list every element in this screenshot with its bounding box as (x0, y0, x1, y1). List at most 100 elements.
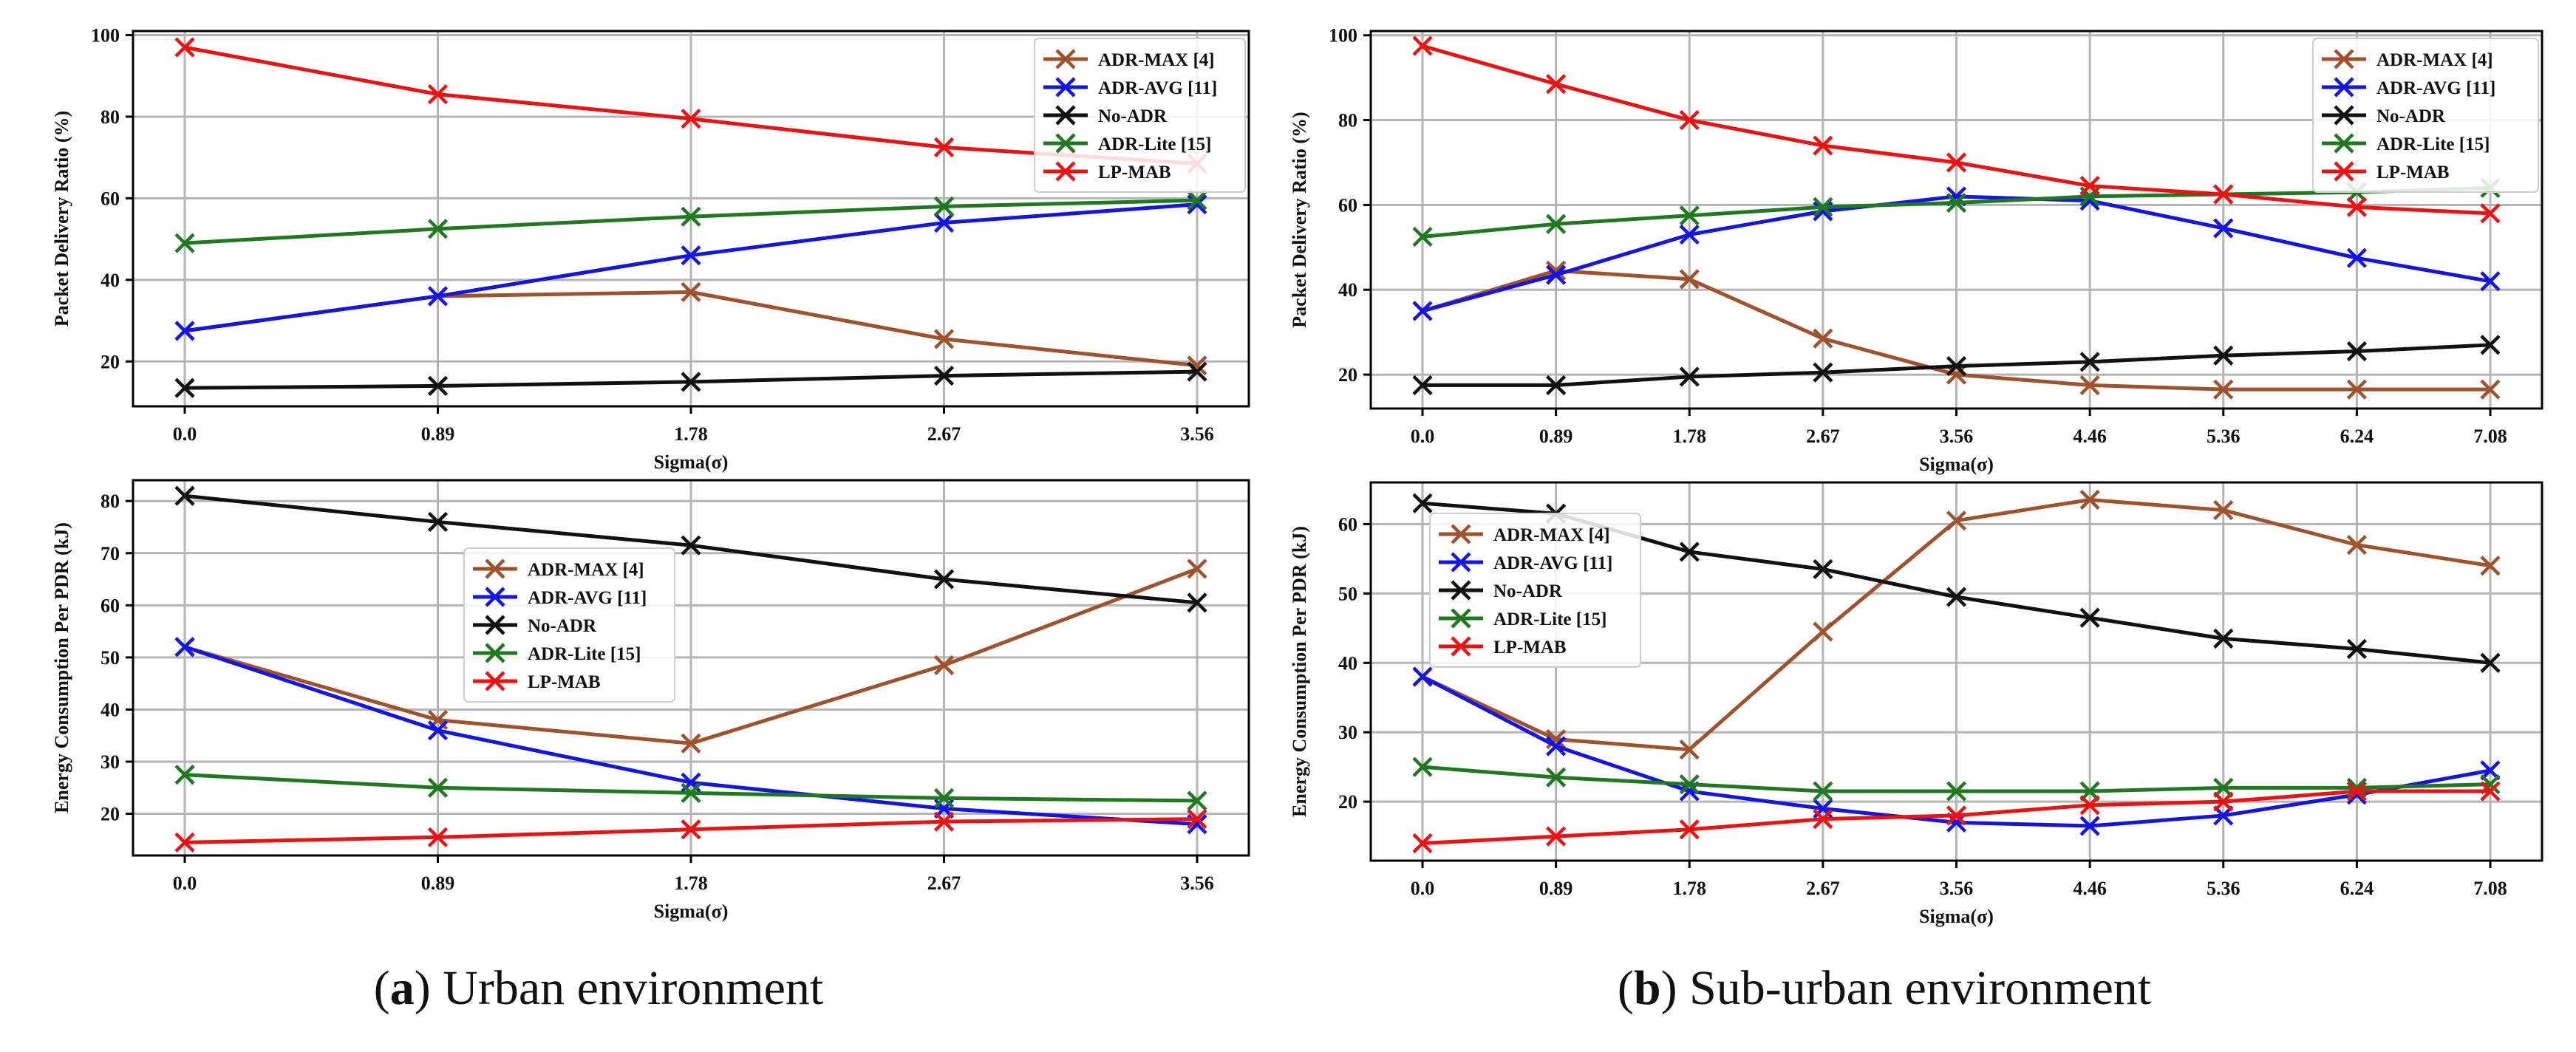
data-point-adr-lite (1546, 767, 1567, 788)
data-point-no-adr (933, 569, 955, 590)
data-point-adr-avg (1546, 264, 1567, 285)
legend-item-adr-lite: ADR-Lite [15] (1439, 608, 1606, 629)
data-point-adr-max (2480, 556, 2501, 576)
legend: ADR-MAX [4] ADR-AVG [11] No-ADR ADR-Lite [1… (2312, 38, 2539, 193)
legend-label: ADR-MAX [4] (1493, 525, 1610, 545)
legend-marker (2334, 161, 2354, 182)
data-point-no-adr (1546, 375, 1567, 396)
x-axis-label: Sigma(σ) (1919, 906, 1994, 927)
data-point-lp-mab (427, 83, 449, 105)
caption-a-close: ) (414, 961, 431, 1015)
legend-box (463, 547, 675, 703)
legend-label: ADR-Lite [15] (1098, 134, 1211, 154)
data-point-adr-lite (681, 206, 701, 227)
legend-item-adr-max: ADR-MAX [4] (1439, 524, 1610, 545)
data-point-adr-lite (2346, 777, 2367, 798)
legend-label: ADR-Lite [15] (1493, 609, 1606, 629)
legend-marker (2334, 77, 2354, 98)
data-point-adr-max (933, 655, 955, 676)
legend-label: No-ADR (2376, 106, 2446, 126)
data-point-lp-mab (1813, 809, 1833, 830)
y-tick-label: 40 (100, 270, 120, 291)
data-point-lp-mab (2480, 781, 2501, 802)
legend-marker (485, 559, 505, 579)
x-tick-label: 1.78 (1673, 878, 1707, 899)
data-point-adr-avg (1187, 194, 1207, 215)
data-point-adr-lite (1813, 781, 1833, 802)
data-point-adr-avg (427, 286, 449, 307)
data-point-adr-avg (1412, 301, 1433, 321)
data-point-lp-mab (1813, 135, 1833, 156)
x-tick-label: 0.0 (1411, 878, 1435, 899)
data-point-adr-lite (427, 219, 449, 239)
data-point-adr-avg (1546, 736, 1567, 756)
data-point-no-adr (1412, 375, 1433, 396)
data-point-lp-mab (1946, 152, 1967, 173)
data-point-adr-max (1813, 328, 1833, 349)
legend-marker (1055, 161, 1076, 182)
y-tick-label: 30 (1338, 722, 1357, 743)
x-tick-label: 0.89 (421, 872, 455, 894)
caption-a: (a) Urban environment (192, 960, 1005, 1017)
caption-b-letter: b (1633, 961, 1661, 1015)
x-tick-label: 7.08 (2473, 878, 2507, 899)
legend-marker (1055, 77, 1076, 98)
legend-item-lp-mab: LP-MAB (1043, 161, 1171, 182)
legend-label: LP-MAB (528, 672, 601, 692)
legend-label: ADR-Lite [15] (2376, 134, 2490, 154)
data-point-adr-lite (1679, 205, 1700, 226)
x-tick-label: 0.89 (421, 423, 455, 445)
x-tick-label: 2.67 (1806, 878, 1840, 899)
y-tick-label: 50 (100, 647, 120, 669)
legend-marker (1055, 133, 1076, 154)
data-point-adr-avg (174, 321, 195, 341)
data-point-adr-lite (933, 788, 955, 808)
legend-label: ADR-AVG [11] (1098, 78, 1217, 98)
y-tick-label: 60 (100, 188, 120, 209)
legend-label: ADR-AVG [11] (2376, 78, 2495, 98)
data-point-adr-max (2480, 379, 2501, 400)
data-point-adr-lite (933, 196, 955, 217)
data-point-adr-avg (2346, 247, 2367, 268)
y-axis-label: Packet Delivery Ratio (%) (51, 111, 72, 327)
x-tick-label: 5.36 (2207, 426, 2241, 447)
y-axis-label: Packet Delivery Ratio (%) (1289, 112, 1310, 327)
data-point-adr-max (2346, 534, 2367, 556)
data-point-lp-mab (2346, 781, 2367, 802)
data-point-adr-lite (1946, 781, 1967, 802)
data-point-no-adr (1946, 587, 1967, 607)
x-tick-label: 4.46 (2073, 878, 2107, 899)
data-point-lp-mab (174, 832, 195, 853)
data-point-no-adr (427, 511, 449, 533)
data-point-adr-lite (681, 782, 701, 803)
legend-marker (1055, 105, 1076, 126)
data-point-lp-mab (933, 137, 955, 157)
data-point-adr-avg (2079, 816, 2100, 836)
data-point-lp-mab (1412, 35, 1433, 56)
legend-marker (2334, 49, 2354, 69)
legend-marker (1451, 608, 1471, 629)
data-point-lp-mab (2079, 795, 2100, 816)
data-point-no-adr (2213, 628, 2234, 649)
data-point-adr-max (1813, 621, 1833, 642)
legend-label: LP-MAB (2376, 163, 2450, 182)
legend-marker (2334, 105, 2354, 126)
data-point-adr-avg (1412, 666, 1433, 687)
legend-item-adr-lite: ADR-Lite [15] (473, 643, 641, 664)
data-point-lp-mab (2346, 197, 2367, 217)
x-tick-label: 0.0 (173, 872, 197, 894)
legend-item-adr-max: ADR-MAX [4] (2322, 49, 2493, 70)
x-tick-label: 0.0 (1411, 426, 1435, 447)
x-tick-label: 3.56 (1180, 872, 1214, 894)
data-point-lp-mab (1412, 833, 1433, 854)
legend-item-adr-max: ADR-MAX [4] (1043, 49, 1215, 70)
data-point-adr-max (1187, 559, 1207, 579)
data-point-adr-lite (1946, 192, 1967, 214)
y-tick-label: 40 (1338, 279, 1357, 301)
y-tick-label: 80 (1338, 110, 1357, 132)
data-point-lp-mab (1187, 809, 1207, 830)
data-point-no-adr (933, 365, 955, 386)
data-point-no-adr (1412, 493, 1433, 513)
data-point-no-adr (1813, 362, 1833, 383)
